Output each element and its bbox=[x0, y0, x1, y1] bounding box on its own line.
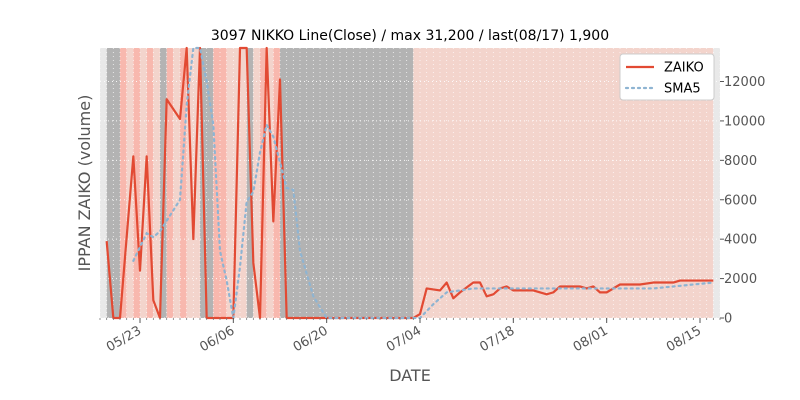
x-tick-label: 07/18 bbox=[477, 323, 517, 355]
background-band bbox=[266, 48, 274, 318]
y-tick-label: 6000 bbox=[724, 193, 757, 208]
background-band bbox=[713, 48, 720, 318]
background-band bbox=[273, 48, 280, 318]
background-band bbox=[126, 48, 134, 318]
y-axis: 0 2000 4000 6000 8000 10000 12000 bbox=[720, 75, 765, 327]
y-tick-label: 12000 bbox=[724, 75, 765, 90]
x-tick-label: 07/04 bbox=[384, 323, 424, 355]
legend-label-zaiko: ZAIKO bbox=[664, 61, 704, 76]
legend-label-sma5: SMA5 bbox=[664, 82, 701, 97]
y-tick-label: 2000 bbox=[724, 272, 757, 287]
background-band bbox=[213, 48, 227, 318]
y-tick-label: 8000 bbox=[724, 154, 757, 169]
background-band bbox=[253, 48, 260, 318]
y-tick-label: 10000 bbox=[724, 114, 765, 129]
background-band bbox=[173, 48, 180, 318]
x-tick-label: 05/23 bbox=[104, 323, 144, 355]
background-band bbox=[153, 48, 160, 318]
background-band bbox=[166, 48, 174, 318]
legend: ZAIKO SMA5 bbox=[619, 53, 715, 101]
background-band bbox=[180, 48, 187, 318]
background-band bbox=[200, 48, 214, 318]
background-band bbox=[146, 48, 154, 318]
y-tick-label: 0 bbox=[724, 312, 732, 327]
y-tick-label: 4000 bbox=[724, 233, 757, 248]
background-band bbox=[140, 48, 147, 318]
x-axis: 05/23 06/06 06/20 07/04 07/18 08/01 08/15 bbox=[99, 318, 721, 355]
x-axis-label: DATE bbox=[389, 366, 431, 385]
background-band bbox=[100, 48, 107, 318]
y-axis-label: IPPAN ZAIKO (volume) bbox=[75, 95, 94, 272]
series-line-sma5 bbox=[132, 46, 715, 320]
x-tick-label: 08/15 bbox=[664, 323, 704, 355]
x-tick-label: 08/01 bbox=[571, 323, 611, 355]
background-band bbox=[120, 48, 127, 318]
x-tick-label: 06/20 bbox=[291, 323, 331, 355]
background-band bbox=[106, 48, 120, 318]
x-tick-label: 06/06 bbox=[197, 323, 237, 355]
background-band bbox=[133, 48, 140, 318]
chart-title: 3097 NIKKO Line(Close) / max 31,200 / la… bbox=[211, 28, 609, 44]
